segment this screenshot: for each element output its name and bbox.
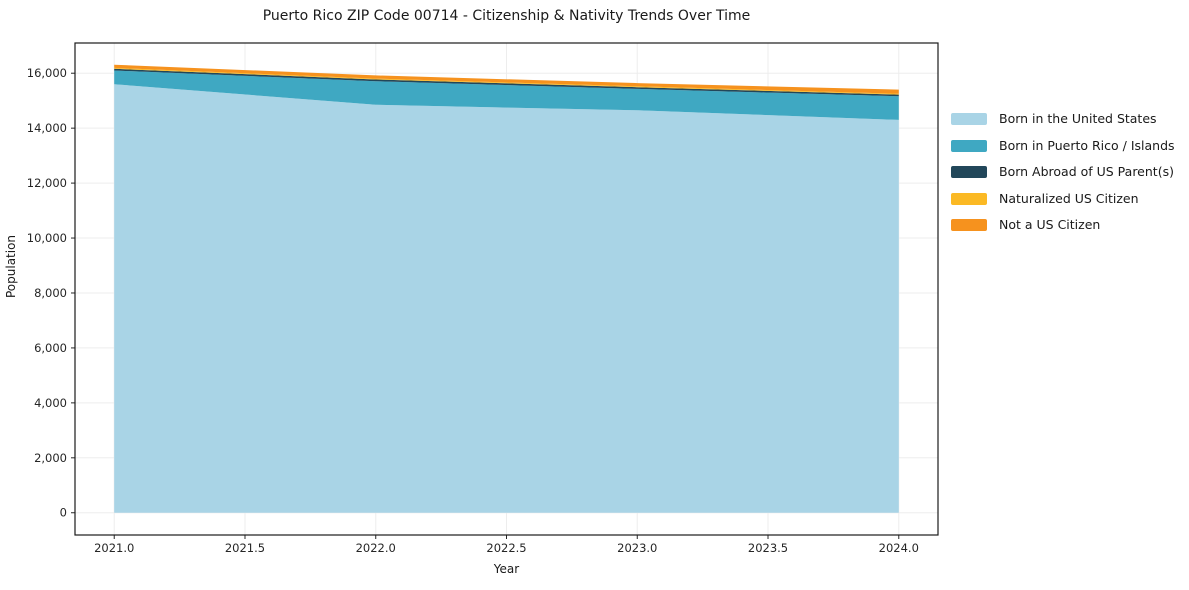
x-tick-label: 2022.0 — [356, 541, 396, 555]
x-tick-label: 2023.5 — [748, 541, 788, 555]
area-series-1 — [114, 70, 899, 120]
legend-item: Born in the United States — [951, 106, 1175, 133]
area-series-3 — [114, 67, 899, 95]
x-tick-label: 2023.0 — [617, 541, 657, 555]
y-tick-label: 6,000 — [34, 341, 67, 355]
legend-label: Born in the United States — [999, 111, 1157, 126]
legend-item: Born Abroad of US Parent(s) — [951, 159, 1175, 186]
y-axis-label: Population — [4, 235, 18, 298]
legend-swatch — [951, 219, 987, 232]
x-axis-label: Year — [493, 562, 519, 576]
plot-border — [74, 42, 939, 536]
legend-item: Born in Puerto Rico / Islands — [951, 133, 1175, 160]
x-tick-label: 2022.5 — [486, 541, 526, 555]
legend-label: Naturalized US Citizen — [999, 190, 1139, 206]
legend-item: Not a US Citizen — [951, 212, 1175, 239]
y-tick-label: 10,000 — [27, 231, 67, 245]
axis-ticks: 2021.0 2021.5 2022.0 2022.5 2023.0 2023.5 2024… — [27, 66, 919, 555]
legend-swatch — [951, 192, 987, 205]
chart-title: Puerto Rico ZIP Code 00714 - Citizenship… — [262, 8, 751, 24]
y-tick-label: 8,000 — [34, 286, 67, 300]
y-tick-label: 14,000 — [27, 121, 67, 135]
y-tick-label: 16,000 — [27, 66, 67, 80]
y-tick-label: 12,000 — [27, 176, 67, 190]
area-series-0 — [114, 84, 899, 513]
area-series-2 — [114, 68, 899, 97]
y-tick-label: 2,000 — [34, 451, 67, 465]
legend-swatch — [951, 139, 987, 152]
x-tick-label: 2021.5 — [225, 541, 265, 555]
legend-label: Born Abroad of US Parent(s) — [999, 164, 1174, 179]
x-tick-label: 2021.0 — [94, 541, 134, 555]
legend-swatch — [951, 113, 987, 126]
y-tick-label: 4,000 — [34, 396, 67, 410]
legend: Born in the United States Born in Puerto … — [951, 106, 1175, 239]
area-series-4 — [114, 64, 899, 94]
legend-label: Born in Puerto Rico / Islands — [999, 137, 1175, 153]
legend-item: Naturalized US Citizen — [951, 186, 1175, 213]
y-tick-label: 0 — [60, 506, 67, 520]
x-tick-label: 2024.0 — [879, 541, 919, 555]
legend-label: Not a US Citizen — [999, 217, 1101, 232]
legend-swatch — [951, 166, 987, 179]
area-series-group — [114, 64, 899, 513]
